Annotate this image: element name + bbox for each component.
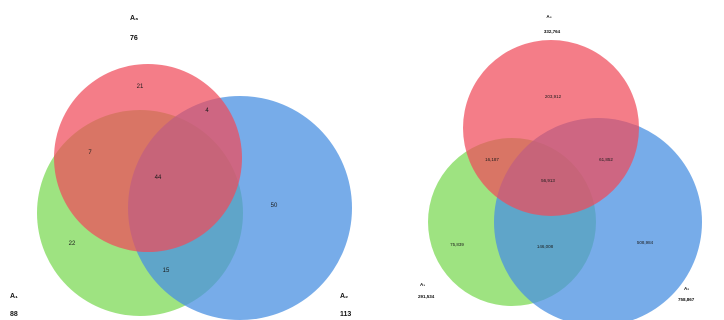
left-venn-diagram: A₃ 76 A₁ 88 A₂ 113 21 4 7 44 50 22 15 xyxy=(10,15,352,320)
right-venn-diagram: A₃ 332,764 A₁ 291,534 A₂ 758,867 203,912… xyxy=(418,14,702,320)
right-set-name-a1: A₁ xyxy=(420,282,425,287)
right-set-name-a3: A₃ xyxy=(546,14,551,19)
right-region-all-three: 56,913 xyxy=(541,178,555,183)
left-region-a3-a1: 7 xyxy=(88,150,92,156)
right-region-a1-only: 75,839 xyxy=(450,242,464,247)
left-region-a1-a2: 15 xyxy=(163,268,170,274)
left-set-name-a2: A₂ xyxy=(340,293,348,300)
right-set-name-a2: A₂ xyxy=(684,286,689,291)
left-set-total-a2: 113 xyxy=(340,311,351,318)
right-region-a3-a1: 16,187 xyxy=(485,157,499,162)
right-region-a2-only: 508,984 xyxy=(637,240,654,245)
right-region-a3-only: 203,912 xyxy=(545,94,562,99)
left-set-name-a3: A₃ xyxy=(130,15,138,22)
left-region-all-three: 44 xyxy=(155,175,162,181)
left-region-a2-only: 50 xyxy=(271,203,278,209)
right-set-total-a1: 291,534 xyxy=(418,294,435,299)
right-set-total-a3: 332,764 xyxy=(544,29,561,34)
right-region-a1-a2: 146,008 xyxy=(537,244,554,249)
right-circle-a3 xyxy=(463,40,639,216)
left-set-total-a3: 76 xyxy=(130,35,138,42)
left-region-a3-only: 21 xyxy=(137,84,144,90)
left-circle-a3 xyxy=(54,64,242,252)
left-region-a1-only: 22 xyxy=(69,241,76,247)
left-set-name-a1: A₁ xyxy=(10,293,18,300)
left-set-total-a1: 88 xyxy=(10,311,18,318)
left-region-a3-a2: 4 xyxy=(205,108,209,114)
right-set-total-a2: 758,867 xyxy=(678,297,695,302)
right-region-a3-a2: 61,852 xyxy=(599,157,613,162)
